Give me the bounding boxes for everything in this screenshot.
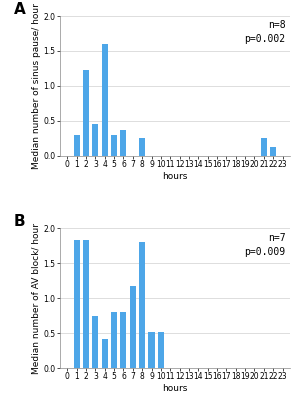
Text: n=8
p=0.002: n=8 p=0.002 bbox=[244, 20, 286, 44]
Bar bbox=[83, 240, 89, 368]
X-axis label: hours: hours bbox=[162, 384, 187, 393]
Bar bbox=[139, 242, 145, 368]
Bar bbox=[120, 312, 126, 368]
Bar bbox=[261, 138, 267, 156]
Bar bbox=[111, 312, 117, 368]
Bar bbox=[270, 147, 276, 156]
Bar bbox=[111, 135, 117, 156]
Bar bbox=[92, 316, 98, 368]
Y-axis label: Median number of sinus pause/ hour: Median number of sinus pause/ hour bbox=[32, 3, 41, 169]
Bar bbox=[102, 339, 108, 368]
Bar bbox=[83, 70, 89, 156]
Bar bbox=[130, 286, 136, 368]
Bar bbox=[102, 44, 108, 156]
X-axis label: hours: hours bbox=[162, 172, 187, 181]
Text: B: B bbox=[14, 214, 25, 229]
Text: n=7
p=0.009: n=7 p=0.009 bbox=[244, 232, 286, 256]
Bar bbox=[92, 124, 98, 156]
Bar bbox=[74, 240, 80, 368]
Text: A: A bbox=[14, 2, 25, 17]
Bar bbox=[120, 130, 126, 156]
Bar bbox=[149, 332, 155, 368]
Bar bbox=[139, 138, 145, 156]
Bar bbox=[74, 135, 80, 156]
Bar bbox=[158, 332, 164, 368]
Y-axis label: Median number of AV block/ hour: Median number of AV block/ hour bbox=[32, 223, 41, 374]
